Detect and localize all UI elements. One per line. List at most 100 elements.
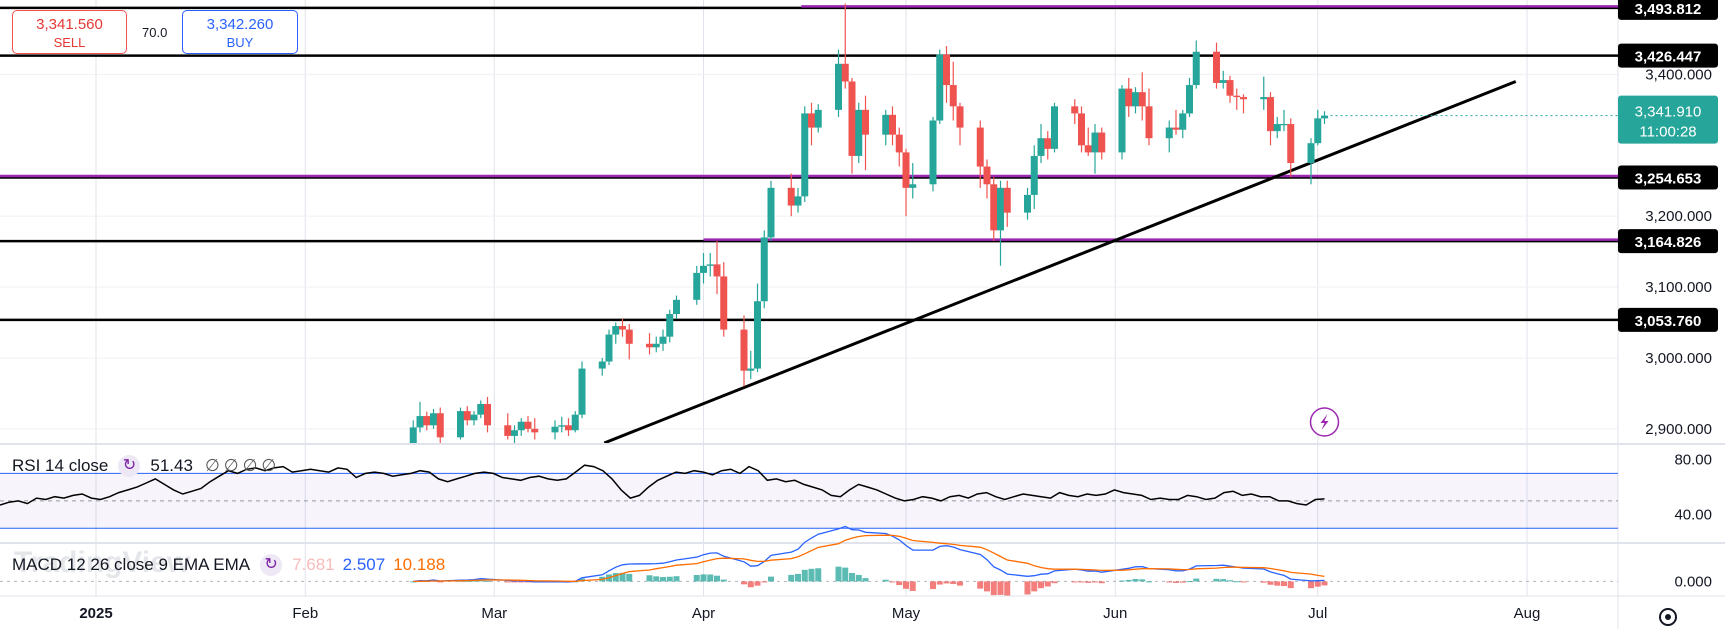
macd-histogram-bar xyxy=(700,574,707,582)
rsi-legend[interactable]: RSI 14 close ↻ 51.43 ∅ ∅ ∅ ∅ xyxy=(12,455,276,477)
candle-body xyxy=(882,114,890,135)
candle-body xyxy=(808,113,815,128)
candle-body xyxy=(659,336,667,344)
candle-body xyxy=(1030,155,1038,195)
macd-histogram-bar xyxy=(464,580,471,582)
candle-body xyxy=(1273,124,1281,132)
candle-body xyxy=(1321,115,1328,119)
macd-signal-value: 10.188 xyxy=(393,555,446,574)
macd-histogram-bar xyxy=(1274,581,1281,586)
candle-body xyxy=(929,120,937,185)
macd-histogram-bar xyxy=(788,574,795,582)
candle-body xyxy=(436,413,444,438)
macd-histogram-bar xyxy=(1220,579,1227,582)
level-price-tag xyxy=(1618,0,1718,20)
macd-histogram-bar xyxy=(889,581,896,583)
macd-histogram-bar xyxy=(437,581,444,583)
macd-histogram-bar xyxy=(862,578,869,582)
macd-histogram-bar xyxy=(673,576,680,582)
candle-body xyxy=(484,404,491,426)
candle-body xyxy=(848,81,856,156)
tradingview-watermark: TradingView xyxy=(14,546,191,579)
candle-body xyxy=(909,184,917,188)
candle-body xyxy=(558,425,566,427)
rsi-label: RSI 14 close xyxy=(12,456,109,475)
price-tick-label: 3,000.000 xyxy=(1645,350,1712,367)
macd-histogram-bar xyxy=(747,581,754,588)
candle-body xyxy=(1226,80,1234,96)
buy-button[interactable]: 3,342.260 BUY xyxy=(182,10,298,54)
buy-price: 3,342.260 xyxy=(206,16,274,33)
candle-body xyxy=(612,326,620,335)
candle-body xyxy=(1024,194,1031,213)
candle-body xyxy=(423,416,431,426)
macd-histogram-bar xyxy=(1166,581,1173,583)
candle-body xyxy=(1192,51,1200,86)
candle-body xyxy=(504,425,512,436)
candle-body xyxy=(1078,113,1085,146)
candle-body xyxy=(1287,124,1295,164)
macd-histogram-bar xyxy=(1024,581,1031,595)
candle-body xyxy=(1145,106,1153,139)
time-axis-label: Jul xyxy=(1308,605,1327,622)
candle-body xyxy=(1179,113,1187,130)
macd-histogram-bar xyxy=(1193,578,1200,582)
macd-histogram-bar xyxy=(612,573,619,582)
current-price-label: 3,341.910 xyxy=(1635,104,1702,121)
macd-histogram-bar xyxy=(660,577,666,582)
candle-body xyxy=(693,272,701,300)
macd-histogram-bar xyxy=(619,572,626,582)
macd-histogram-bar xyxy=(1213,578,1220,582)
indicator-settings-icon[interactable]: ↻ xyxy=(118,455,141,477)
sell-button[interactable]: 3,341.560 SELL xyxy=(12,10,127,54)
candle-body xyxy=(740,329,748,371)
macd-histogram-bar xyxy=(511,581,518,583)
macd-histogram-bar xyxy=(410,581,417,583)
candle-body xyxy=(531,428,539,433)
macd-histogram-bar xyxy=(808,568,815,582)
macd-histogram-bar xyxy=(525,581,531,583)
macd-histogram-bar xyxy=(1308,581,1314,589)
macd-histogram-bar xyxy=(1092,581,1098,583)
candle-body xyxy=(578,368,586,415)
candle-body xyxy=(1003,187,1011,213)
spread-value: 70.0 xyxy=(140,25,170,40)
macd-histogram-bar xyxy=(1179,581,1186,583)
macd-histogram-bar xyxy=(1125,579,1132,582)
time-axis-label: Feb xyxy=(292,605,318,622)
macd-histogram-bar xyxy=(977,581,984,589)
candle-body xyxy=(1044,138,1052,149)
macd-settings-icon[interactable]: ↻ xyxy=(260,554,283,576)
rsi-tick-label: 80.00 xyxy=(1674,452,1712,469)
macd-histogram-bar xyxy=(801,569,808,582)
trendline[interactable] xyxy=(603,80,1517,443)
candle-body xyxy=(720,276,728,330)
macd-histogram-bar xyxy=(1139,579,1146,582)
macd-line-value: 2.507 xyxy=(342,555,386,574)
rsi-line xyxy=(0,464,1325,506)
price-tick-label: 2,900.000 xyxy=(1645,421,1712,438)
macd-histogram-bar xyxy=(815,568,822,582)
macd-histogram-bar xyxy=(855,574,862,582)
macd-histogram-bar xyxy=(720,579,727,582)
macd-line xyxy=(413,525,1325,583)
macd-histogram-bar xyxy=(484,580,491,582)
rsi-na-3: ∅ xyxy=(242,456,258,475)
macd-histogram-bar xyxy=(1044,581,1051,587)
macd-histogram-bar xyxy=(1071,581,1078,583)
macd-histogram-bar xyxy=(909,581,916,591)
level-price-label: 3,053.760 xyxy=(1635,313,1702,330)
candle-body xyxy=(666,313,674,337)
candle-body xyxy=(814,109,822,128)
macd-histogram-bar xyxy=(707,574,714,582)
macd-histogram-bar xyxy=(518,581,525,583)
macd-histogram-bar xyxy=(1233,581,1240,583)
candle-body xyxy=(997,187,1004,231)
candle-body xyxy=(598,361,606,369)
level-price-tag xyxy=(1618,229,1718,254)
gear-icon[interactable] xyxy=(1659,608,1677,626)
rsi-na-2: ∅ xyxy=(223,456,239,475)
macd-legend[interactable]: MACD 12 26 close 9 EMA EMA ↻ 7.681 2.507… xyxy=(12,554,453,576)
price-tick-label: 3,100.000 xyxy=(1645,279,1712,296)
